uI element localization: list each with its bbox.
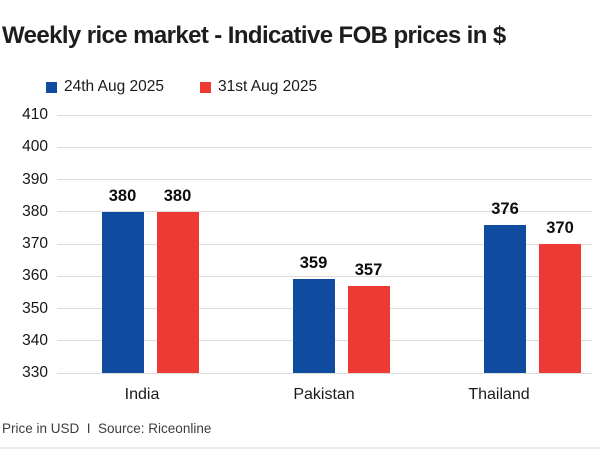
bar-value-label: 357	[354, 260, 383, 279]
bar-value-label: 380	[108, 186, 137, 205]
bar-india-series1	[101, 211, 144, 373]
bar-value-label: 359	[299, 254, 328, 273]
y-axis-tick-label: 330	[22, 364, 48, 381]
y-axis-tick-label: 410	[22, 106, 48, 123]
legend: 24th Aug 2025 31st Aug 2025	[46, 78, 317, 96]
bar-thailand-series1	[484, 224, 526, 373]
source-note: Price in USD I Source: Riceonline	[2, 421, 212, 436]
x-axis-category-label: Pakistan	[293, 386, 355, 403]
y-axis-tick-label: 350	[22, 299, 48, 317]
y-axis-tick-label: 370	[22, 235, 48, 252]
gridline	[57, 146, 592, 148]
bar-value-label: 376	[491, 199, 519, 218]
legend-label: 24th Aug 2025	[64, 78, 164, 95]
y-axis-tick-label: 380	[22, 202, 48, 220]
legend-swatch-blue	[46, 81, 57, 93]
x-axis-category-label: India	[124, 386, 160, 403]
bar-india-series2	[156, 211, 199, 373]
y-axis-tick-label: 340	[22, 331, 48, 349]
y-axis-tick-label: 360	[22, 267, 48, 285]
bar-value-label: 370	[546, 219, 574, 237]
legend-item-week2: 31st Aug 2025	[200, 78, 317, 96]
gridline	[57, 243, 592, 245]
chart-title: Weekly rice market - Indicative FOB pric…	[2, 22, 506, 49]
gridline	[57, 211, 592, 213]
bar-pakistan-series2	[347, 285, 390, 373]
gridline	[57, 372, 592, 374]
gridline	[57, 114, 592, 116]
legend-swatch-red	[200, 81, 211, 93]
legend-item-week1: 24th Aug 2025	[46, 78, 164, 96]
y-axis-tick-label: 400	[22, 138, 48, 156]
bar-pakistan-series1	[292, 279, 335, 373]
x-axis-category-label: Thailand	[468, 386, 530, 403]
bar-thailand-series2	[539, 244, 581, 373]
gridline	[57, 275, 592, 277]
y-axis-tick-label: 390	[22, 170, 48, 188]
bottom-divider	[0, 447, 600, 449]
bar-value-label: 380	[163, 186, 192, 205]
gridline	[57, 179, 592, 180]
legend-label: 31st Aug 2025	[218, 78, 318, 95]
